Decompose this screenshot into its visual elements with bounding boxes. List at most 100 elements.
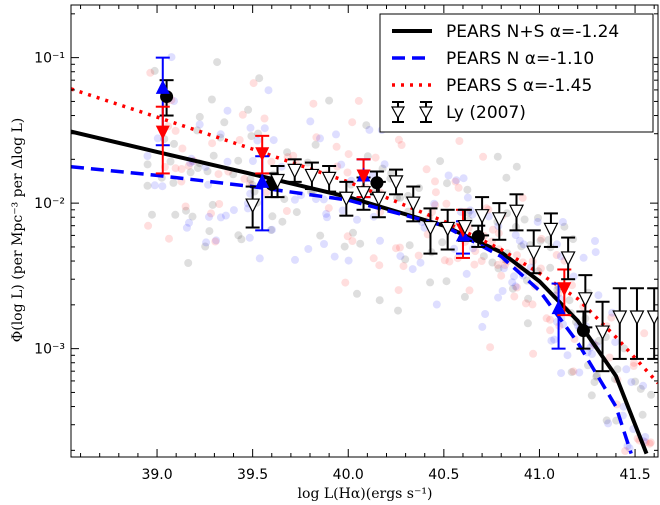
background-point — [316, 231, 325, 240]
background-point — [611, 338, 620, 347]
background-point — [641, 433, 650, 441]
x-tick-label: 40.5 — [428, 467, 459, 483]
background-point — [211, 237, 220, 246]
background-point — [542, 314, 551, 323]
background-point — [567, 368, 576, 377]
background-point — [143, 160, 152, 169]
background-point — [464, 208, 473, 217]
data-point — [509, 204, 524, 220]
background-point — [405, 241, 414, 250]
data-point — [304, 168, 320, 184]
background-point — [416, 258, 425, 267]
background-point — [431, 177, 439, 186]
background-point — [289, 151, 298, 160]
background-point — [462, 269, 471, 278]
background-point — [356, 239, 365, 248]
background-point — [512, 162, 521, 171]
background-point — [533, 217, 542, 226]
background-point — [260, 124, 269, 133]
background-point — [640, 329, 649, 338]
background-point — [631, 377, 640, 386]
background-point — [212, 236, 221, 245]
background-point — [537, 234, 546, 243]
background-point — [438, 238, 447, 247]
background-point — [343, 232, 352, 241]
background-point — [169, 178, 178, 187]
background-point — [201, 242, 210, 251]
background-point — [369, 254, 378, 263]
background-point — [414, 251, 423, 260]
background-point — [427, 248, 436, 257]
background-point — [442, 277, 451, 286]
background-point — [558, 218, 567, 226]
background-point — [396, 193, 404, 202]
background-point — [362, 121, 371, 130]
background-point — [488, 225, 497, 234]
background-point — [253, 136, 262, 145]
background-point — [332, 130, 340, 139]
background-point — [343, 168, 352, 177]
data-point — [321, 171, 337, 187]
background-point — [392, 244, 400, 253]
x-tick-label: 41.5 — [619, 467, 650, 483]
x-axis-label: log L(Hα)(ergs s⁻¹) — [298, 486, 433, 502]
data-point — [155, 125, 170, 140]
background-point — [316, 134, 324, 143]
background-point — [521, 299, 530, 308]
background-point — [170, 139, 178, 148]
background-point — [396, 252, 405, 261]
background-point — [579, 253, 588, 262]
background-point — [311, 140, 320, 149]
background-point — [401, 255, 410, 264]
background-point — [291, 255, 299, 264]
background-point — [550, 335, 559, 344]
background-point — [171, 210, 180, 219]
background-point — [322, 209, 331, 218]
background-point — [422, 165, 431, 174]
legend-label: PEARS N α=-1.10 — [446, 49, 594, 69]
data-point — [287, 163, 303, 179]
background-point — [146, 68, 155, 77]
data-point — [440, 221, 456, 237]
background-point — [494, 264, 503, 273]
background-point — [247, 132, 256, 141]
background-point — [436, 157, 445, 166]
background-point — [207, 209, 215, 218]
background-point — [394, 286, 403, 295]
background-point — [221, 211, 230, 220]
background-point — [375, 296, 384, 305]
data-markers — [155, 79, 658, 341]
data-point — [612, 310, 628, 326]
background-point — [182, 206, 190, 215]
background-point — [188, 212, 197, 221]
background-point — [481, 310, 490, 318]
background-point — [205, 227, 214, 236]
background-point — [569, 235, 578, 244]
background-point — [508, 278, 517, 287]
background-point — [511, 282, 520, 291]
background-point — [371, 153, 380, 162]
background-point — [244, 105, 253, 114]
background-point — [249, 79, 258, 88]
background-point — [519, 240, 528, 249]
background-point — [546, 326, 555, 335]
background-point — [394, 135, 403, 144]
background-point — [647, 390, 656, 399]
background-point — [208, 200, 217, 209]
background-point — [497, 271, 506, 280]
background-point — [234, 231, 243, 240]
background-point — [463, 193, 472, 202]
background-point — [304, 245, 313, 253]
background-point — [546, 315, 555, 324]
background-point — [604, 419, 613, 428]
data-point — [356, 186, 372, 202]
background-point — [460, 292, 469, 301]
background-point — [246, 123, 255, 132]
background-point — [153, 134, 162, 143]
background-point — [442, 199, 451, 208]
data-point — [551, 300, 566, 315]
background-point — [565, 296, 574, 305]
background-point — [182, 223, 191, 232]
background-point — [202, 238, 211, 247]
background-point — [408, 265, 417, 274]
